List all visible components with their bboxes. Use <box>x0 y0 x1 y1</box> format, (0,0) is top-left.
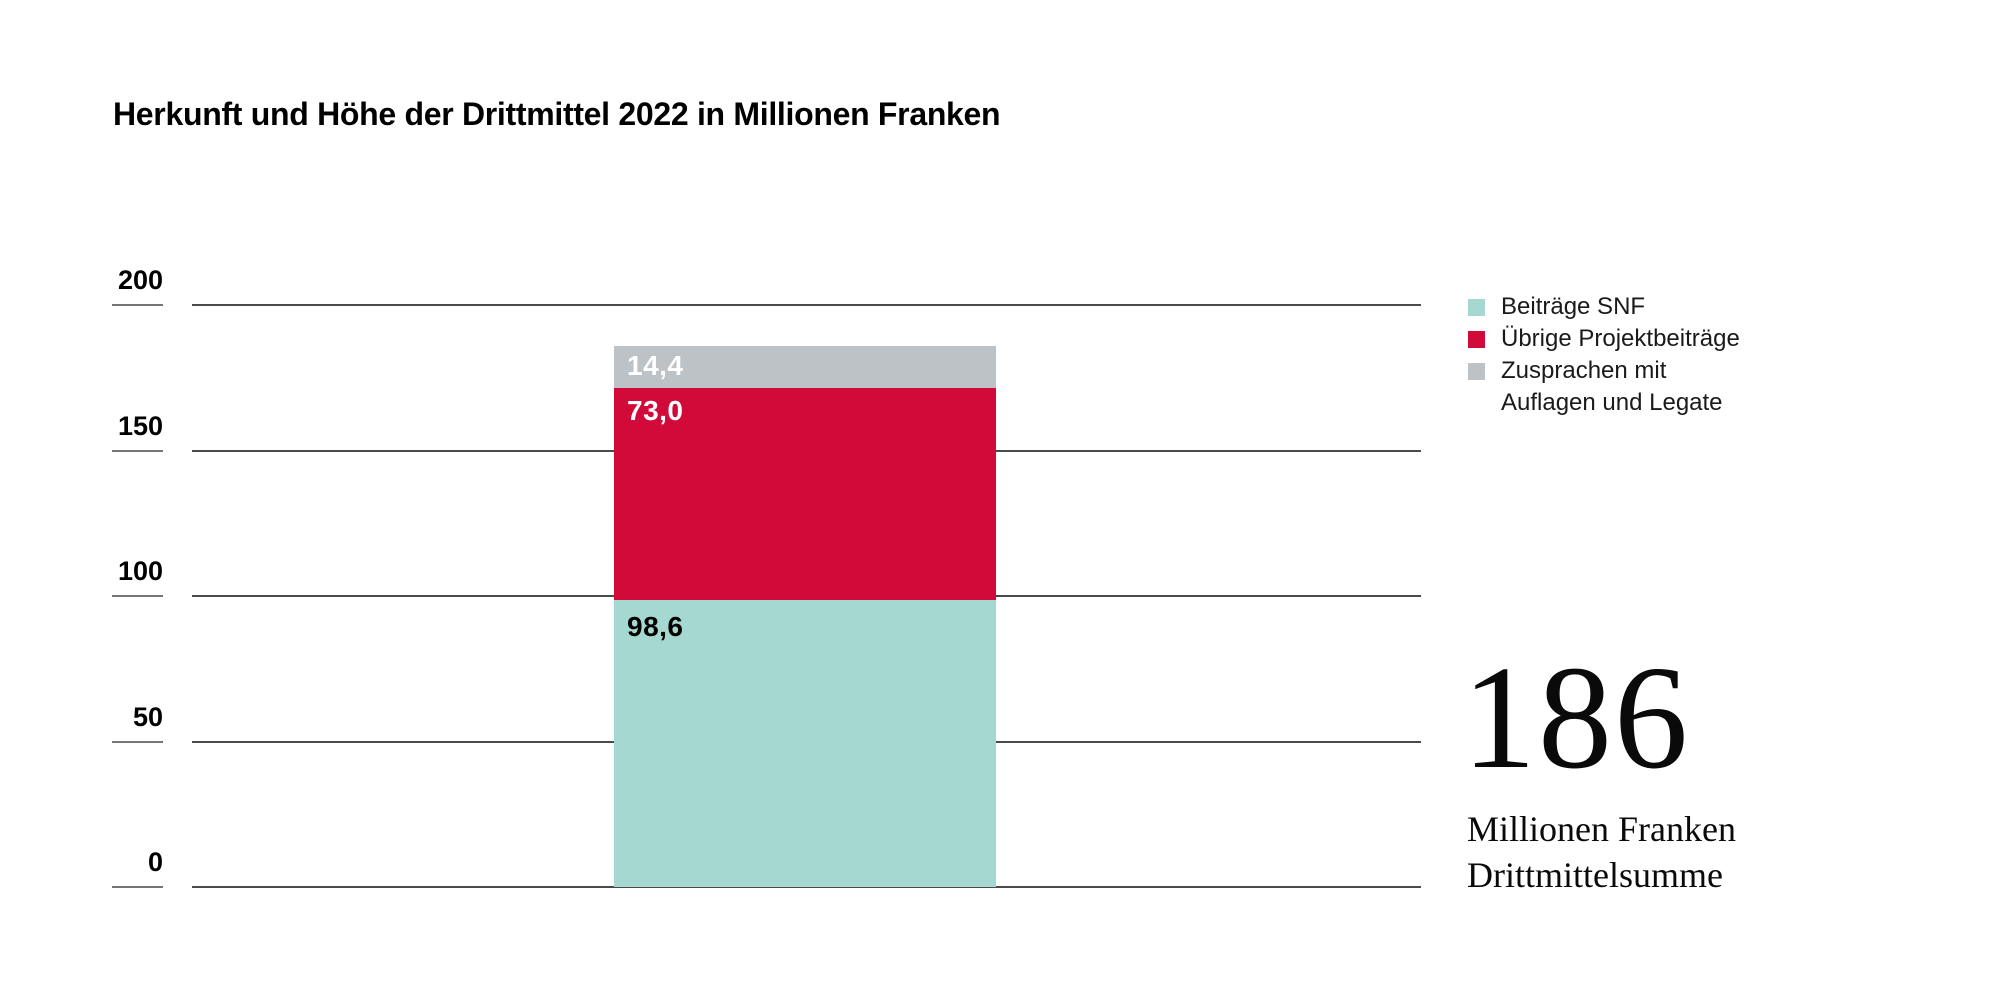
y-axis-tick-label-0: 0 <box>147 847 163 877</box>
legend-label-beitr-ge-snf: Beiträge SNF <box>1501 293 1646 320</box>
bar-value-label-brige-projektbeitr-ge: 73,0 <box>627 394 684 426</box>
y-axis-tick-label-200: 200 <box>117 265 163 295</box>
y-axis-tick-underline-200 <box>112 304 163 306</box>
stat-caption-line2: Drittmittelsumme <box>1467 855 1723 895</box>
y-axis-tick-label-50: 50 <box>132 701 163 732</box>
legend-item-brige-projektbeitr-ge: Übrige Projektbeiträge <box>1468 323 1740 355</box>
chart-title: Herkunft und Höhe der Drittmittel 2022 i… <box>113 96 1001 132</box>
legend-item-beitr-ge-snf: Beiträge SNF <box>1468 291 1740 323</box>
y-axis-tick-underline-50 <box>112 740 163 743</box>
bar-segment-zusprachen-mit-auflagen-und-legate: 14,4 <box>614 345 996 388</box>
stat-caption-line1: Millionen Franken <box>1467 809 1736 849</box>
y-axis-tick-underline-150 <box>112 449 163 452</box>
stat-caption: Millionen Franken Drittmittelsumme <box>1467 806 1736 898</box>
legend-swatch-beitr-ge-snf <box>1468 299 1485 316</box>
stat-total-value: 186 <box>1462 636 1690 800</box>
bar-value-label-zusprachen-mit-auflagen-und-legate: 14,4 <box>627 349 684 381</box>
y-axis-tick-label-100: 100 <box>117 556 163 586</box>
bar-segment-brige-projektbeitr-ge: 73,0 <box>614 387 996 601</box>
legend-item-zusprachen-mit: Zusprachen mit Auflagen und Legate <box>1468 355 1740 419</box>
y-axis-tick-underline-0 <box>112 886 163 888</box>
y-axis-tick-underline-100 <box>112 595 163 597</box>
bar-segment-beitr-ge-snf: 98,6 <box>614 600 996 887</box>
legend-label-brige-projektbeitr-ge: Übrige Projektbeiträge <box>1501 325 1740 352</box>
y-axis-tick-label-150: 150 <box>117 410 163 441</box>
y-gridline-200 <box>192 304 1421 306</box>
y-gridline-0 <box>192 886 1421 888</box>
legend-swatch-zusprachen-mit <box>1468 363 1485 380</box>
legend-label-zusprachen-mit: Zusprachen mit Auflagen und Legate <box>1501 357 1723 416</box>
legend: Beiträge SNF Übrige Projektbeiträge Zuspra… <box>1468 291 1740 419</box>
bar-value-label-beitr-ge-snf: 98,6 <box>627 611 684 643</box>
legend-swatch-brige-projektbeitr-ge <box>1468 331 1485 348</box>
